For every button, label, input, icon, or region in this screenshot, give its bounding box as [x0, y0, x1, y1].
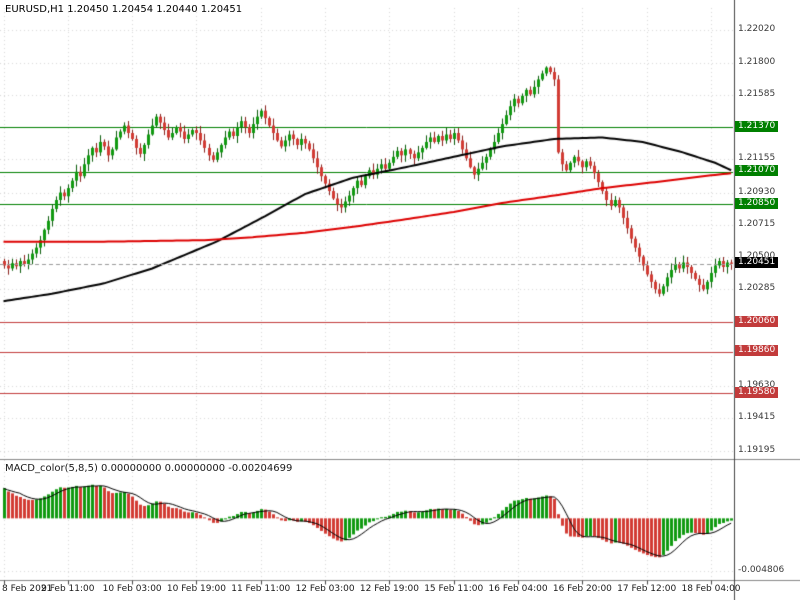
date-axis-label: 8 Feb 2021 — [2, 584, 53, 594]
date-axis-label: 18 Feb 04:00 — [681, 584, 741, 594]
symbol-ohlc-header: EURUSD,H1 1.20450 1.20454 1.20440 1.2045… — [5, 4, 243, 15]
price-axis-label: 1.20500 — [738, 250, 776, 261]
date-axis-label: 9 Feb 11:00 — [41, 584, 95, 594]
resistance-level-label: 1.20850 — [735, 197, 779, 209]
date-axis-label: 12 Feb 19:00 — [359, 584, 419, 594]
price-axis-label: 1.21585 — [738, 89, 776, 100]
date-axis-label: 15 Feb 11:00 — [424, 584, 484, 594]
resistance-level-label: 1.21370 — [735, 120, 779, 132]
date-axis-label: 17 Feb 12:00 — [617, 584, 677, 594]
date-axis-label: 10 Feb 19:00 — [166, 584, 226, 594]
price-axis-label: 1.19630 — [738, 380, 776, 391]
date-axis-label: 16 Feb 04:00 — [488, 584, 548, 594]
date-axis-label: 11 Feb 11:00 — [231, 584, 291, 594]
price-axis-label: 1.21800 — [738, 57, 776, 68]
date-axis-label: 10 Feb 03:00 — [102, 584, 162, 594]
current-price-label: 1.20451 — [735, 257, 779, 269]
resistance-level-label: 1.21070 — [735, 165, 779, 177]
support-level-label: 1.19860 — [735, 345, 779, 357]
price-axis-label: 1.19415 — [738, 412, 776, 423]
date-axis-label: 16 Feb 20:00 — [552, 584, 612, 594]
price-axis-label: 1.21155 — [738, 153, 776, 164]
date-axis-label: 12 Feb 03:00 — [295, 584, 355, 594]
price-axis-label: 1.19195 — [738, 444, 776, 455]
support-level-label: 1.20060 — [735, 315, 779, 327]
price-axis-label: 1.20715 — [738, 218, 776, 229]
support-level-label: 1.19580 — [735, 386, 779, 398]
price-axis-label: 1.22020 — [738, 24, 776, 35]
price-axis-label: 1.20930 — [738, 186, 776, 197]
macd-indicator-label: MACD_color(5,8,5) 0.00000000 0.00000000 … — [5, 463, 293, 474]
macd-axis-label: -0.004806 — [738, 565, 785, 576]
price-axis-label: 1.20285 — [738, 282, 776, 293]
